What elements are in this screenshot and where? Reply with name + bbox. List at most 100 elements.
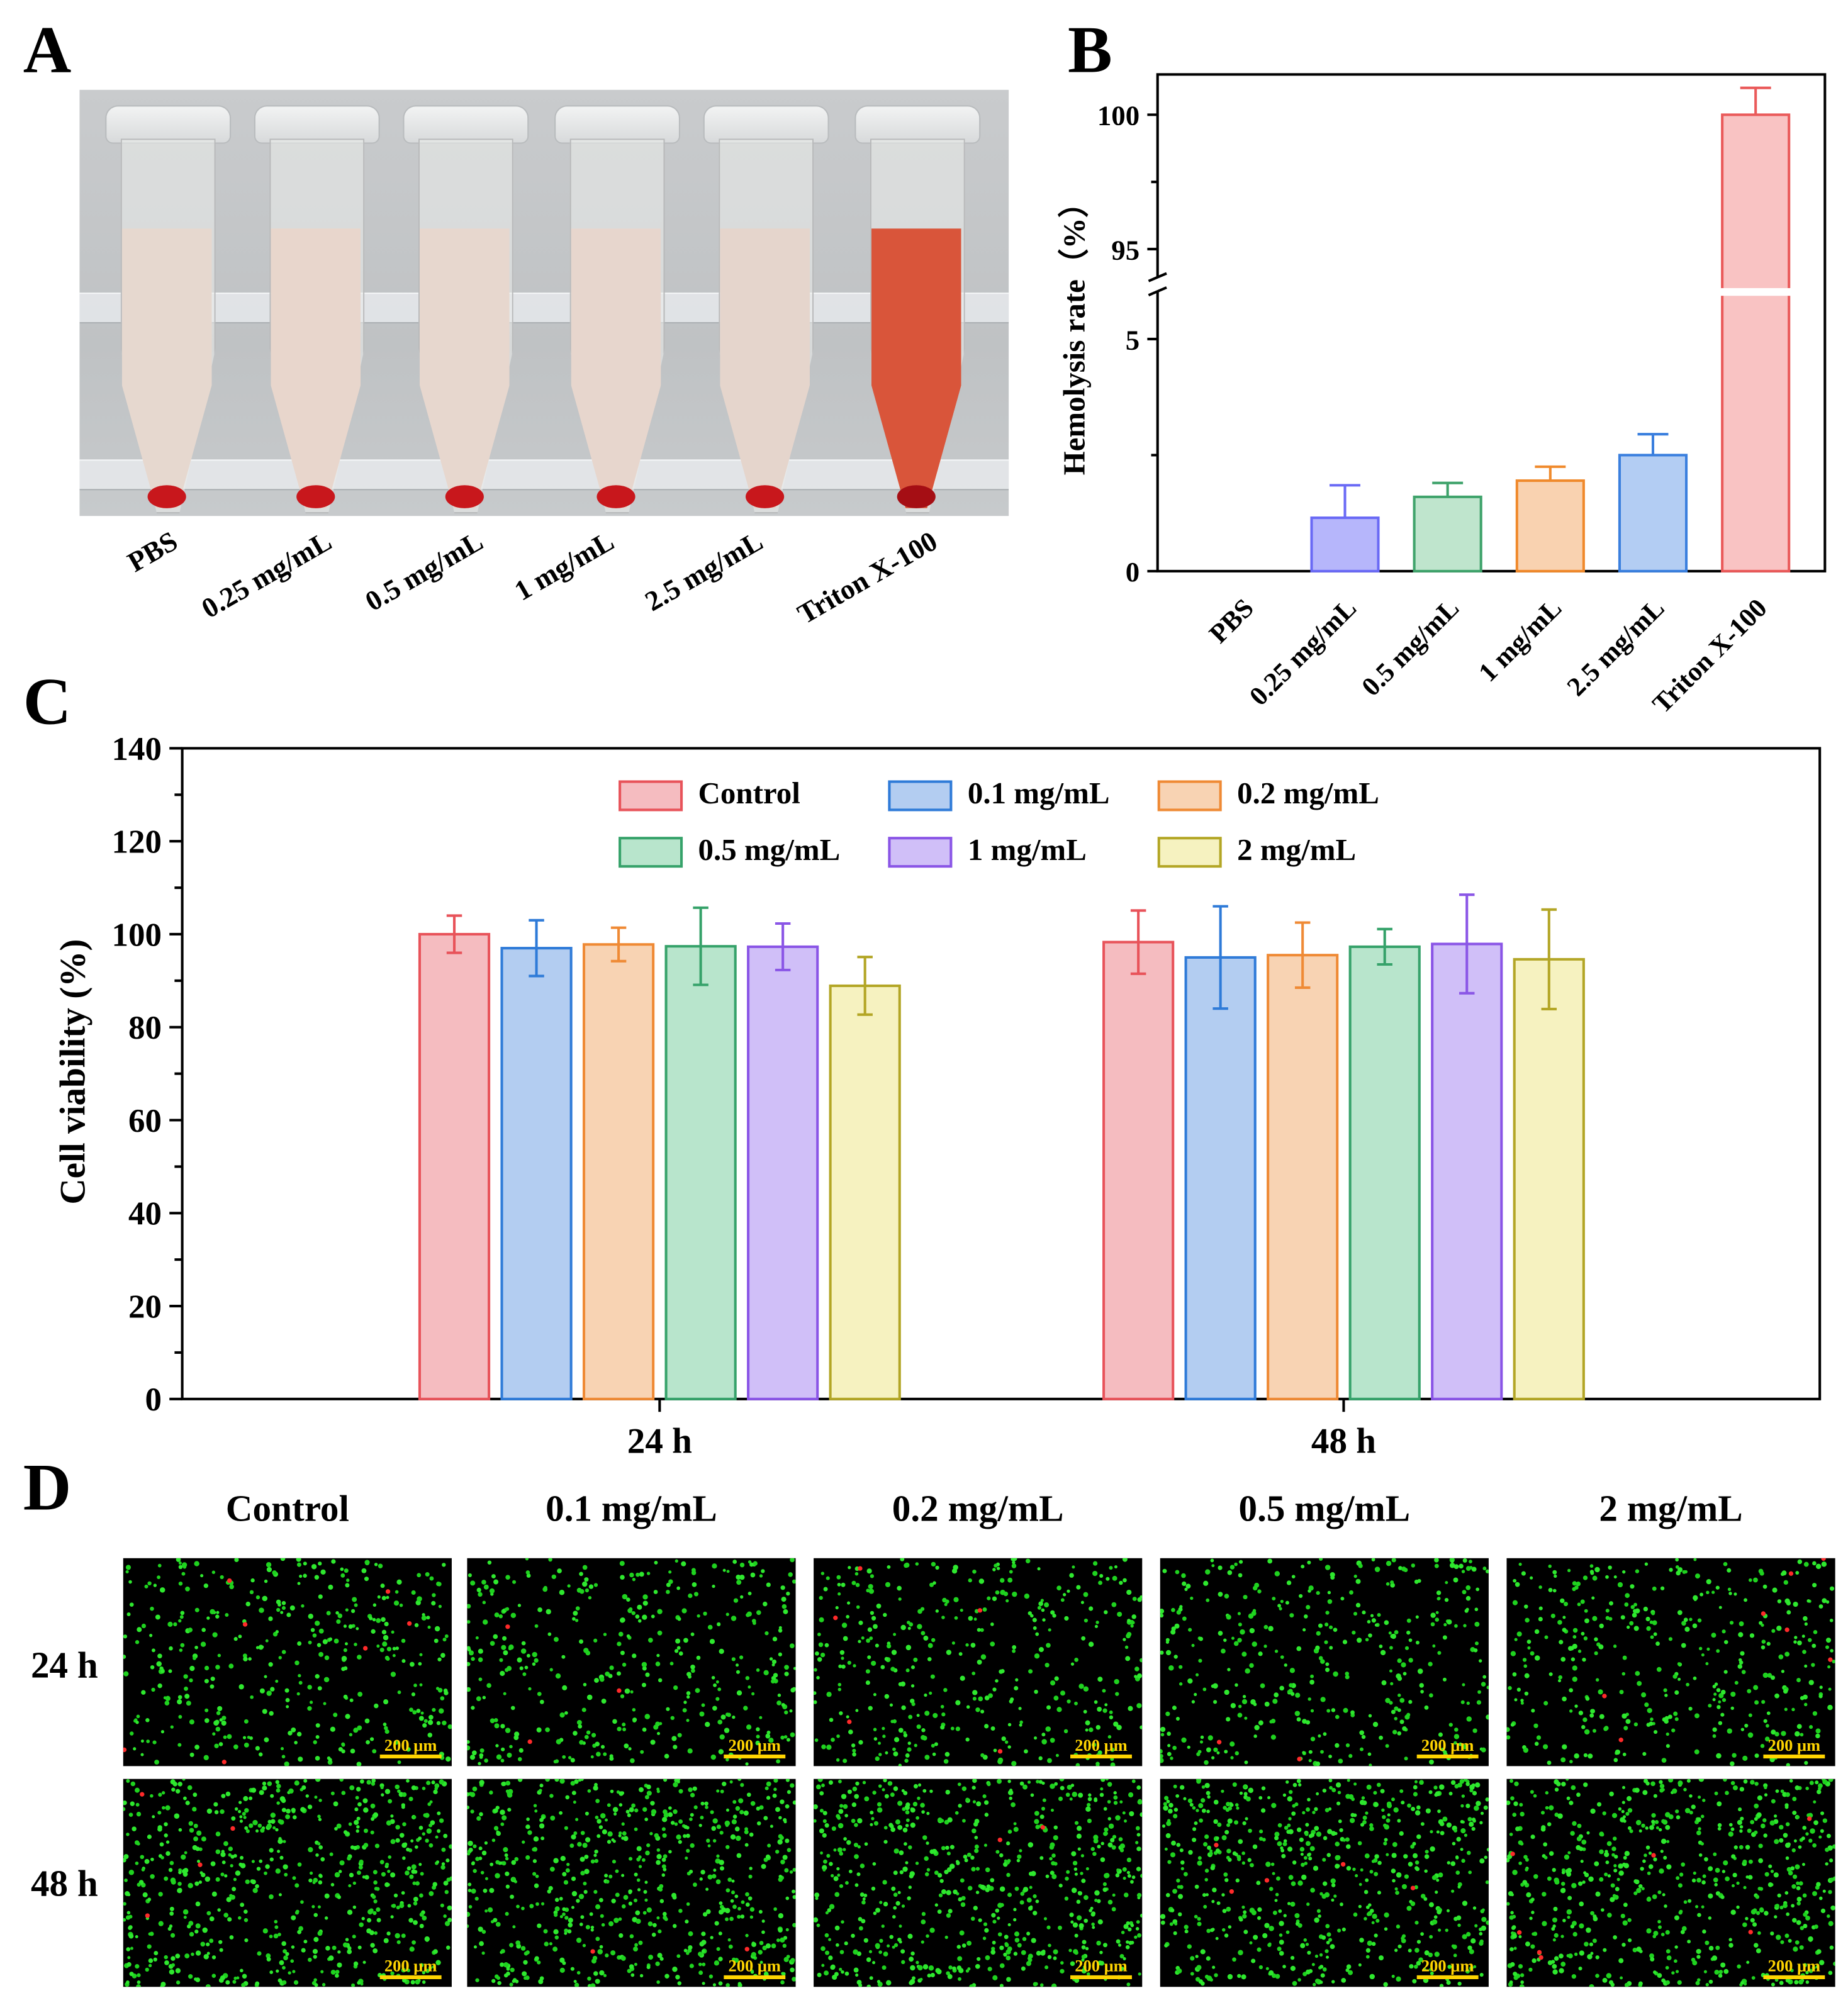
legend-label: 2 mg/mL [1237, 834, 1357, 868]
scale-bar-label: 200 μm [384, 1735, 437, 1755]
bar [664, 945, 737, 1400]
cell-dots [1506, 1778, 1835, 1987]
y-tick-label: 0 [145, 1382, 162, 1418]
panel-d-letter: D [23, 1451, 72, 1525]
bar [1184, 956, 1257, 1400]
micrograph: 200 μm [123, 1558, 452, 1767]
bar [1267, 954, 1339, 1400]
bar [418, 932, 491, 1400]
y-tick-label: 95 [1111, 234, 1140, 265]
scale-bar-label: 200 μm [728, 1735, 781, 1755]
scale-bar: 200 μm [1070, 1957, 1132, 1979]
cell-dots [123, 1778, 452, 1987]
scale-bar-label: 200 μm [384, 1956, 437, 1975]
micrograph: 200 μm [1160, 1778, 1489, 1987]
legend-label: 0.1 mg/mL [967, 778, 1110, 812]
bar [1102, 941, 1175, 1400]
x-tick-label: 24 h [627, 1421, 692, 1461]
legend-label: 1 mg/mL [967, 834, 1087, 868]
column-label: 0.1 mg/mL [546, 1488, 717, 1530]
legend-label: 0.5 mg/mL [698, 834, 841, 868]
legend-item-control: Control [619, 778, 800, 812]
scale-bar: 200 μm [724, 1957, 786, 1979]
column-label: 0.5 mg/mL [1238, 1488, 1411, 1530]
scale-bar-label: 200 μm [1421, 1956, 1474, 1975]
x-tick-label: 1 mg/mL [1473, 593, 1567, 688]
tube-triton [854, 105, 981, 514]
y-axis-label: Cell viability (%) [53, 939, 93, 1205]
bar [1310, 516, 1380, 572]
legend-swatch [888, 779, 953, 811]
panel-a-labels: PBS 0.25 mg/mL 0.5 mg/mL 1 mg/mL 2.5 mg/… [122, 525, 943, 630]
y-tick-label: 40 [128, 1196, 162, 1232]
scale-bar: 200 μm [379, 1956, 442, 1979]
scale-bar-label: 200 μm [1767, 1735, 1821, 1755]
scale-bar-label: 200 μm [1075, 1735, 1128, 1755]
tube-label: 0.5 mg/mL [360, 525, 488, 617]
x-tick-label: 48 h [1311, 1421, 1376, 1461]
scale-bar: 200 μm [1763, 1735, 1825, 1759]
y-tick-label: 140 [111, 731, 162, 768]
legend-label: Control [698, 778, 800, 812]
x-tick-label: PBS [1204, 593, 1260, 649]
scale-bar-label: 200 μm [1075, 1956, 1128, 1975]
cell-dots [1506, 1558, 1835, 1767]
y-tick-label: 20 [128, 1288, 162, 1325]
cell-dots [467, 1778, 796, 1987]
column-label: Control [225, 1488, 349, 1530]
legend-swatch [1157, 836, 1222, 868]
column-label: 0.2 mg/mL [892, 1488, 1064, 1530]
scale-bar: 200 μm [1416, 1735, 1479, 1759]
legend-item-2: 2 mg/mL [1157, 834, 1357, 869]
axis-break-gap [1150, 277, 1165, 292]
bar-break [1720, 288, 1792, 296]
viability-chart: 0 20 40 60 80 100 120 140 24 h 48 h Cell viabilit… [53, 731, 1822, 1461]
scale-bar-label: 200 μm [1421, 1735, 1474, 1755]
row-label: 24 h [30, 1645, 98, 1687]
scale-bar: 200 μm [724, 1735, 786, 1759]
cell-dots [1160, 1778, 1489, 1987]
scale-bar: 200 μm [1416, 1956, 1479, 1979]
tube-0-5 [403, 105, 529, 514]
cell-dots [1160, 1558, 1489, 1767]
rack-lower-bar [79, 459, 1009, 491]
legend-item-0-2: 0.2 mg/mL [1157, 778, 1379, 812]
bar [1721, 113, 1791, 572]
y-tick-label: 80 [128, 1010, 162, 1046]
tube-pbs [105, 105, 232, 514]
micrograph: 200 μm [467, 1778, 796, 1987]
bar [1515, 479, 1585, 572]
tube-label: 2.5 mg/mL [639, 525, 768, 617]
scale-bar: 200 μm [1070, 1735, 1132, 1759]
cell-dots [123, 1558, 452, 1767]
legend-swatch [888, 836, 953, 868]
y-tick-label: 100 [111, 917, 162, 953]
axis-break-mark [1148, 272, 1167, 282]
bar [1348, 945, 1421, 1400]
micrograph: 200 μm [814, 1558, 1143, 1767]
x-tick-label: 0.25 mg/mL [1244, 593, 1362, 712]
legend-item-0-5: 0.5 mg/mL [619, 834, 840, 869]
micrograph: 200 μm [1506, 1558, 1835, 1767]
scale-bar: 200 μm [379, 1735, 442, 1759]
tube-label: 1 mg/mL [509, 525, 619, 606]
x-tick-label: 0.5 mg/mL [1356, 593, 1465, 702]
bar [1513, 958, 1585, 1400]
panel-a-letter: A [23, 14, 72, 87]
micrograph: 200 μm [814, 1778, 1143, 1987]
row-label: 48 h [30, 1863, 98, 1905]
cell-dots [814, 1558, 1143, 1767]
y-tick-label: 60 [128, 1103, 162, 1139]
legend-swatch [619, 836, 683, 868]
scale-bar: 200 μm [1763, 1957, 1825, 1979]
tube-2-5 [703, 105, 829, 514]
tube-label: Triton X-100 [792, 525, 943, 630]
y-tick-label: 100 [1097, 100, 1140, 131]
panel-c-letter: C [23, 666, 72, 740]
tube-label: 0.25 mg/mL [196, 525, 337, 624]
tube-0-25 [254, 105, 380, 514]
micrograph: 200 μm [1506, 1778, 1835, 1987]
rack-upper-bar [79, 293, 1009, 324]
